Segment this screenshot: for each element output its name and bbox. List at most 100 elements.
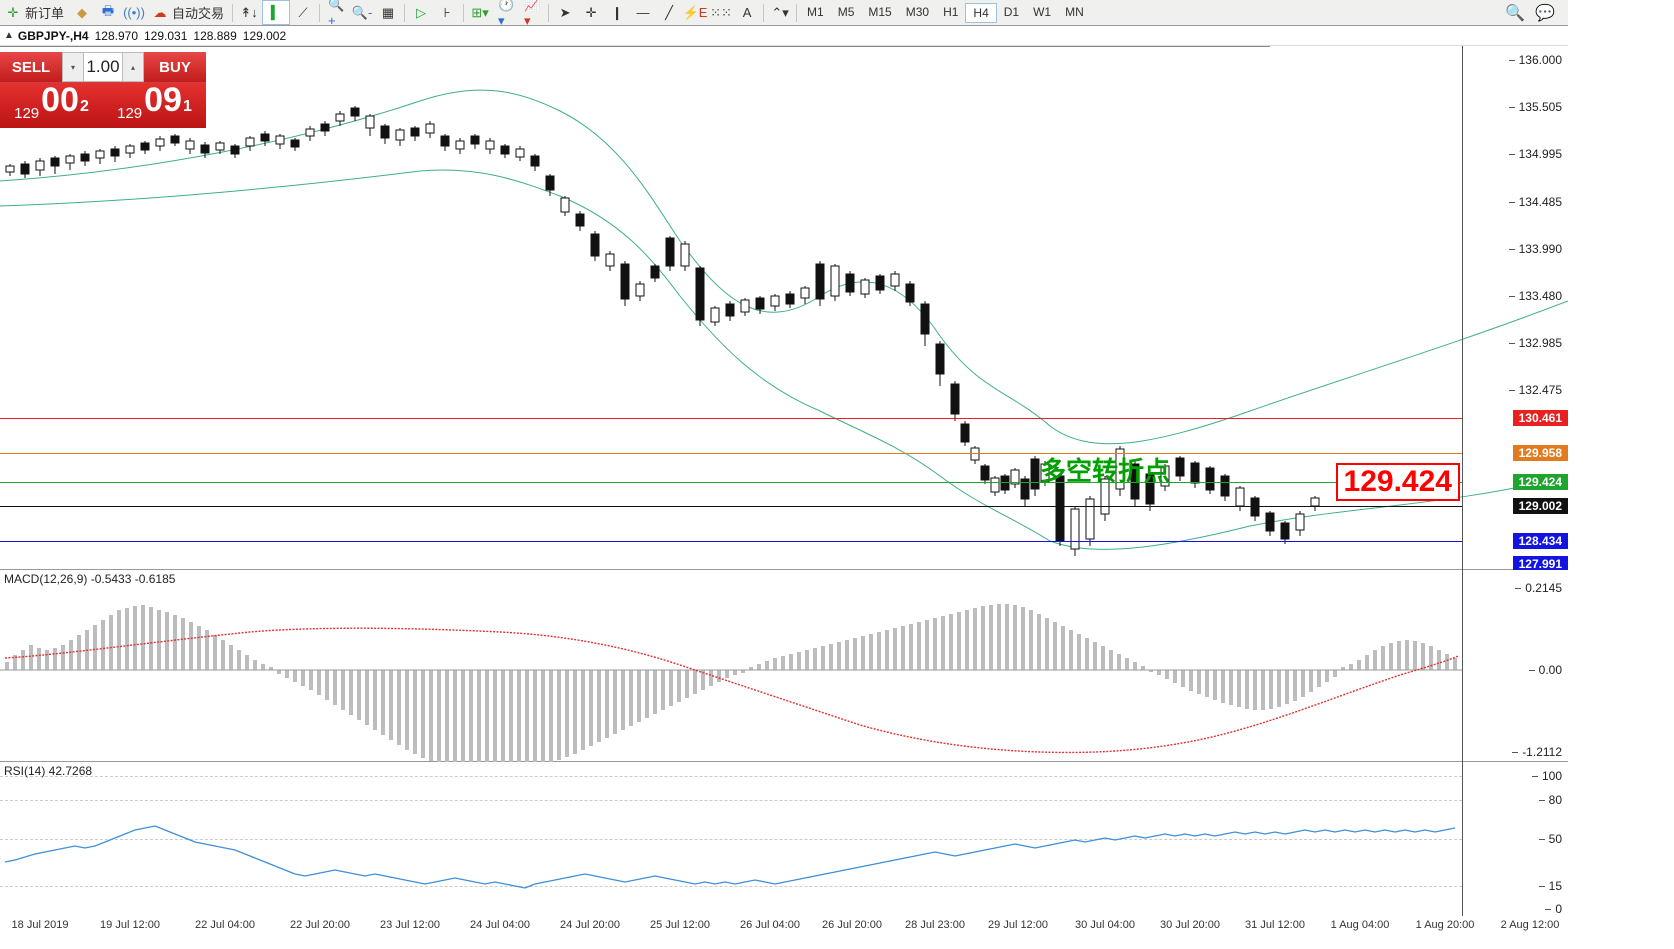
turning-point-annotation: 多空转折点 bbox=[1040, 451, 1170, 488]
date-tick-0: 18 Jul 2019 bbox=[12, 919, 69, 931]
templates-button[interactable]: 📈▾ bbox=[519, 0, 545, 25]
rsi-line bbox=[5, 826, 1455, 888]
macd-indicator-panel[interactable]: MACD(12,26,9) -0.5433 -0.6185 bbox=[0, 570, 1568, 762]
label-129958[interactable]: 129.958 bbox=[1513, 445, 1568, 461]
rsi-chart-svg bbox=[0, 762, 1462, 916]
new-indicator-button[interactable]: ⊞▾ bbox=[467, 0, 493, 25]
lot-decrease-arrow[interactable]: ▾ bbox=[63, 63, 83, 72]
label-130461[interactable]: 130.461 bbox=[1513, 410, 1568, 426]
save-icon-button[interactable]: ◆ bbox=[69, 0, 95, 25]
label-129002[interactable]: 129.002 bbox=[1513, 498, 1568, 514]
timeframe-m1[interactable]: M1 bbox=[800, 3, 831, 23]
vertical-line-icon[interactable]: ❙ bbox=[604, 0, 630, 25]
history-button[interactable]: 🕐▾ bbox=[493, 0, 519, 25]
timeframe-m5[interactable]: M5 bbox=[831, 3, 862, 23]
sell-price-display[interactable]: 129 00 2 bbox=[0, 82, 103, 128]
main-toolbar: ✛ 新订单 ◆ 🖶 ((•)) ☁ 自动交易 ↟↓ ▍ ⟋ 🔍+ 🔍- ▦ ▷ … bbox=[0, 0, 1568, 26]
price-tick-2: 134.995 bbox=[1519, 147, 1562, 161]
macd-price-axis[interactable]: 0.2145 0.00 -1.2112 bbox=[1462, 570, 1568, 762]
candlestick-chart-icon[interactable]: ▍ bbox=[262, 0, 290, 25]
resistance-line-130461[interactable] bbox=[0, 418, 1462, 419]
timeframe-d1[interactable]: D1 bbox=[997, 3, 1026, 23]
candlestick-series[interactable]: 465 bbox=[0, 46, 1568, 570]
timeframe-mn[interactable]: MN bbox=[1058, 3, 1091, 23]
text-tool-icon[interactable]: A bbox=[734, 0, 760, 25]
sell-button[interactable]: SELL bbox=[0, 52, 62, 82]
order-ticket-panel[interactable]: SELL ▾ 1.00 ▴ BUY 129 00 2 129 09 1 bbox=[0, 52, 206, 128]
date-axis-bar[interactable]: 18 Jul 2019 19 Jul 12:00 22 Jul 04:00 22… bbox=[0, 916, 1568, 933]
lot-value[interactable]: 1.00 bbox=[83, 53, 123, 81]
timeframe-m30[interactable]: M30 bbox=[899, 3, 936, 23]
signal-icon: ((•)) bbox=[126, 5, 142, 21]
date-tick-13: 30 Jul 20:00 bbox=[1160, 919, 1220, 931]
buy-price-display[interactable]: 129 09 1 bbox=[103, 82, 206, 128]
rsi-title: RSI(14) 42.7268 bbox=[4, 764, 92, 778]
date-tick-11: 29 Jul 12:00 bbox=[988, 919, 1048, 931]
rsi-tick-80: 80 bbox=[1549, 793, 1562, 807]
cursor-icon[interactable]: ➤ bbox=[552, 0, 578, 25]
price-tick-3: 134.485 bbox=[1519, 195, 1562, 209]
price-tick-5: 133.480 bbox=[1519, 289, 1562, 303]
current-price-callout[interactable]: 129.424 bbox=[1336, 463, 1460, 501]
new-order-label: 新订单 bbox=[25, 3, 64, 22]
lot-increase-arrow[interactable]: ▴ bbox=[123, 63, 143, 72]
signal-icon-button[interactable]: ((•)) bbox=[121, 0, 147, 25]
save-icon: ◆ bbox=[74, 5, 90, 21]
date-tick-8: 26 Jul 04:00 bbox=[740, 919, 800, 931]
timeframe-selector: M1 M5 M15 M30 H1 H4 D1 W1 MN bbox=[800, 3, 1091, 23]
trendline-icon[interactable]: ╱ bbox=[656, 0, 682, 25]
horizontal-line-icon[interactable]: — bbox=[630, 0, 656, 25]
zoom-in-icon[interactable]: 🔍+ bbox=[323, 0, 349, 25]
symbol-close: 129.002 bbox=[243, 29, 286, 43]
rsi-tick-50: 50 bbox=[1549, 832, 1562, 846]
pattern-icon[interactable]: ⁙⁙ bbox=[708, 0, 734, 25]
timeframe-h4[interactable]: H4 bbox=[965, 3, 996, 23]
fibonacci-icon[interactable]: ⚡E bbox=[682, 0, 708, 25]
bars-chart-icon[interactable]: ↟↓ bbox=[236, 0, 262, 25]
crosshair-tool-icon[interactable]: ✛ bbox=[578, 0, 604, 25]
date-tick-12: 30 Jul 04:00 bbox=[1075, 919, 1135, 931]
object-list-icon[interactable]: ⌃▾ bbox=[767, 0, 793, 25]
grid-view-icon[interactable]: ▦ bbox=[375, 0, 401, 25]
rsi-price-axis[interactable]: 100 80 50 15 0 bbox=[1462, 762, 1568, 916]
rsi-tick-100: 100 bbox=[1542, 769, 1562, 783]
timeframe-m15[interactable]: M15 bbox=[861, 3, 898, 23]
rsi-tick-15: 15 bbox=[1549, 879, 1562, 893]
date-tick-2: 22 Jul 04:00 bbox=[195, 919, 255, 931]
pivot-line-129424[interactable] bbox=[0, 482, 1462, 483]
line-chart-icon[interactable]: ⟋ bbox=[290, 0, 316, 25]
symbol-name: GBPJPY-,H4 bbox=[18, 29, 89, 43]
chat-icon[interactable]: 💬 bbox=[1530, 3, 1560, 23]
auto-trading-button[interactable]: ☁ 自动交易 bbox=[147, 0, 229, 25]
price-tick-7: 132.475 bbox=[1519, 383, 1562, 397]
new-order-icon: ✛ bbox=[5, 5, 21, 21]
symbol-open: 128.970 bbox=[95, 29, 138, 43]
date-tick-7: 25 Jul 12:00 bbox=[650, 919, 710, 931]
macd-tick-1: 0.00 bbox=[1539, 663, 1562, 677]
print-icon: 🖶 bbox=[100, 5, 116, 21]
resistance-line-129958[interactable] bbox=[0, 453, 1462, 454]
new-order-button[interactable]: ✛ 新订单 bbox=[0, 0, 69, 25]
timeframe-w1[interactable]: W1 bbox=[1026, 3, 1058, 23]
nav-crosshair-icon[interactable]: ⊦ bbox=[434, 0, 460, 25]
date-tick-17: 2 Aug 12:00 bbox=[1501, 919, 1560, 931]
support-line-128434[interactable] bbox=[0, 541, 1462, 542]
date-tick-16: 1 Aug 20:00 bbox=[1416, 919, 1475, 931]
price-chart-area[interactable]: SELL ▾ 1.00 ▴ BUY 129 00 2 129 09 1 bbox=[0, 46, 1568, 570]
nav-forward-icon[interactable]: ▷ bbox=[408, 0, 434, 25]
lot-size-input[interactable]: ▾ 1.00 ▴ bbox=[62, 52, 144, 82]
label-128434[interactable]: 128.434 bbox=[1513, 533, 1568, 549]
label-129424[interactable]: 129.424 bbox=[1513, 474, 1568, 490]
macd-tick-0: 0.2145 bbox=[1525, 581, 1562, 595]
rsi-indicator-panel[interactable]: RSI(14) 42.7268 100 80 50 15 0 bbox=[0, 762, 1568, 916]
buy-button[interactable]: BUY bbox=[144, 52, 206, 82]
zoom-out-icon[interactable]: 🔍- bbox=[349, 0, 375, 25]
date-tick-10: 28 Jul 23:00 bbox=[905, 919, 965, 931]
timeframe-h1[interactable]: H1 bbox=[936, 3, 965, 23]
collapse-arrow-icon[interactable]: ▲ bbox=[4, 30, 14, 41]
close-line-129002[interactable] bbox=[0, 506, 1462, 507]
print-icon-button[interactable]: 🖶 bbox=[95, 0, 121, 25]
price-tick-1: 135.505 bbox=[1519, 100, 1562, 114]
search-icon[interactable]: 🔍 bbox=[1500, 3, 1530, 23]
chart-price-axis[interactable]: 136.000 135.505 134.995 134.485 133.990 … bbox=[1462, 46, 1568, 570]
